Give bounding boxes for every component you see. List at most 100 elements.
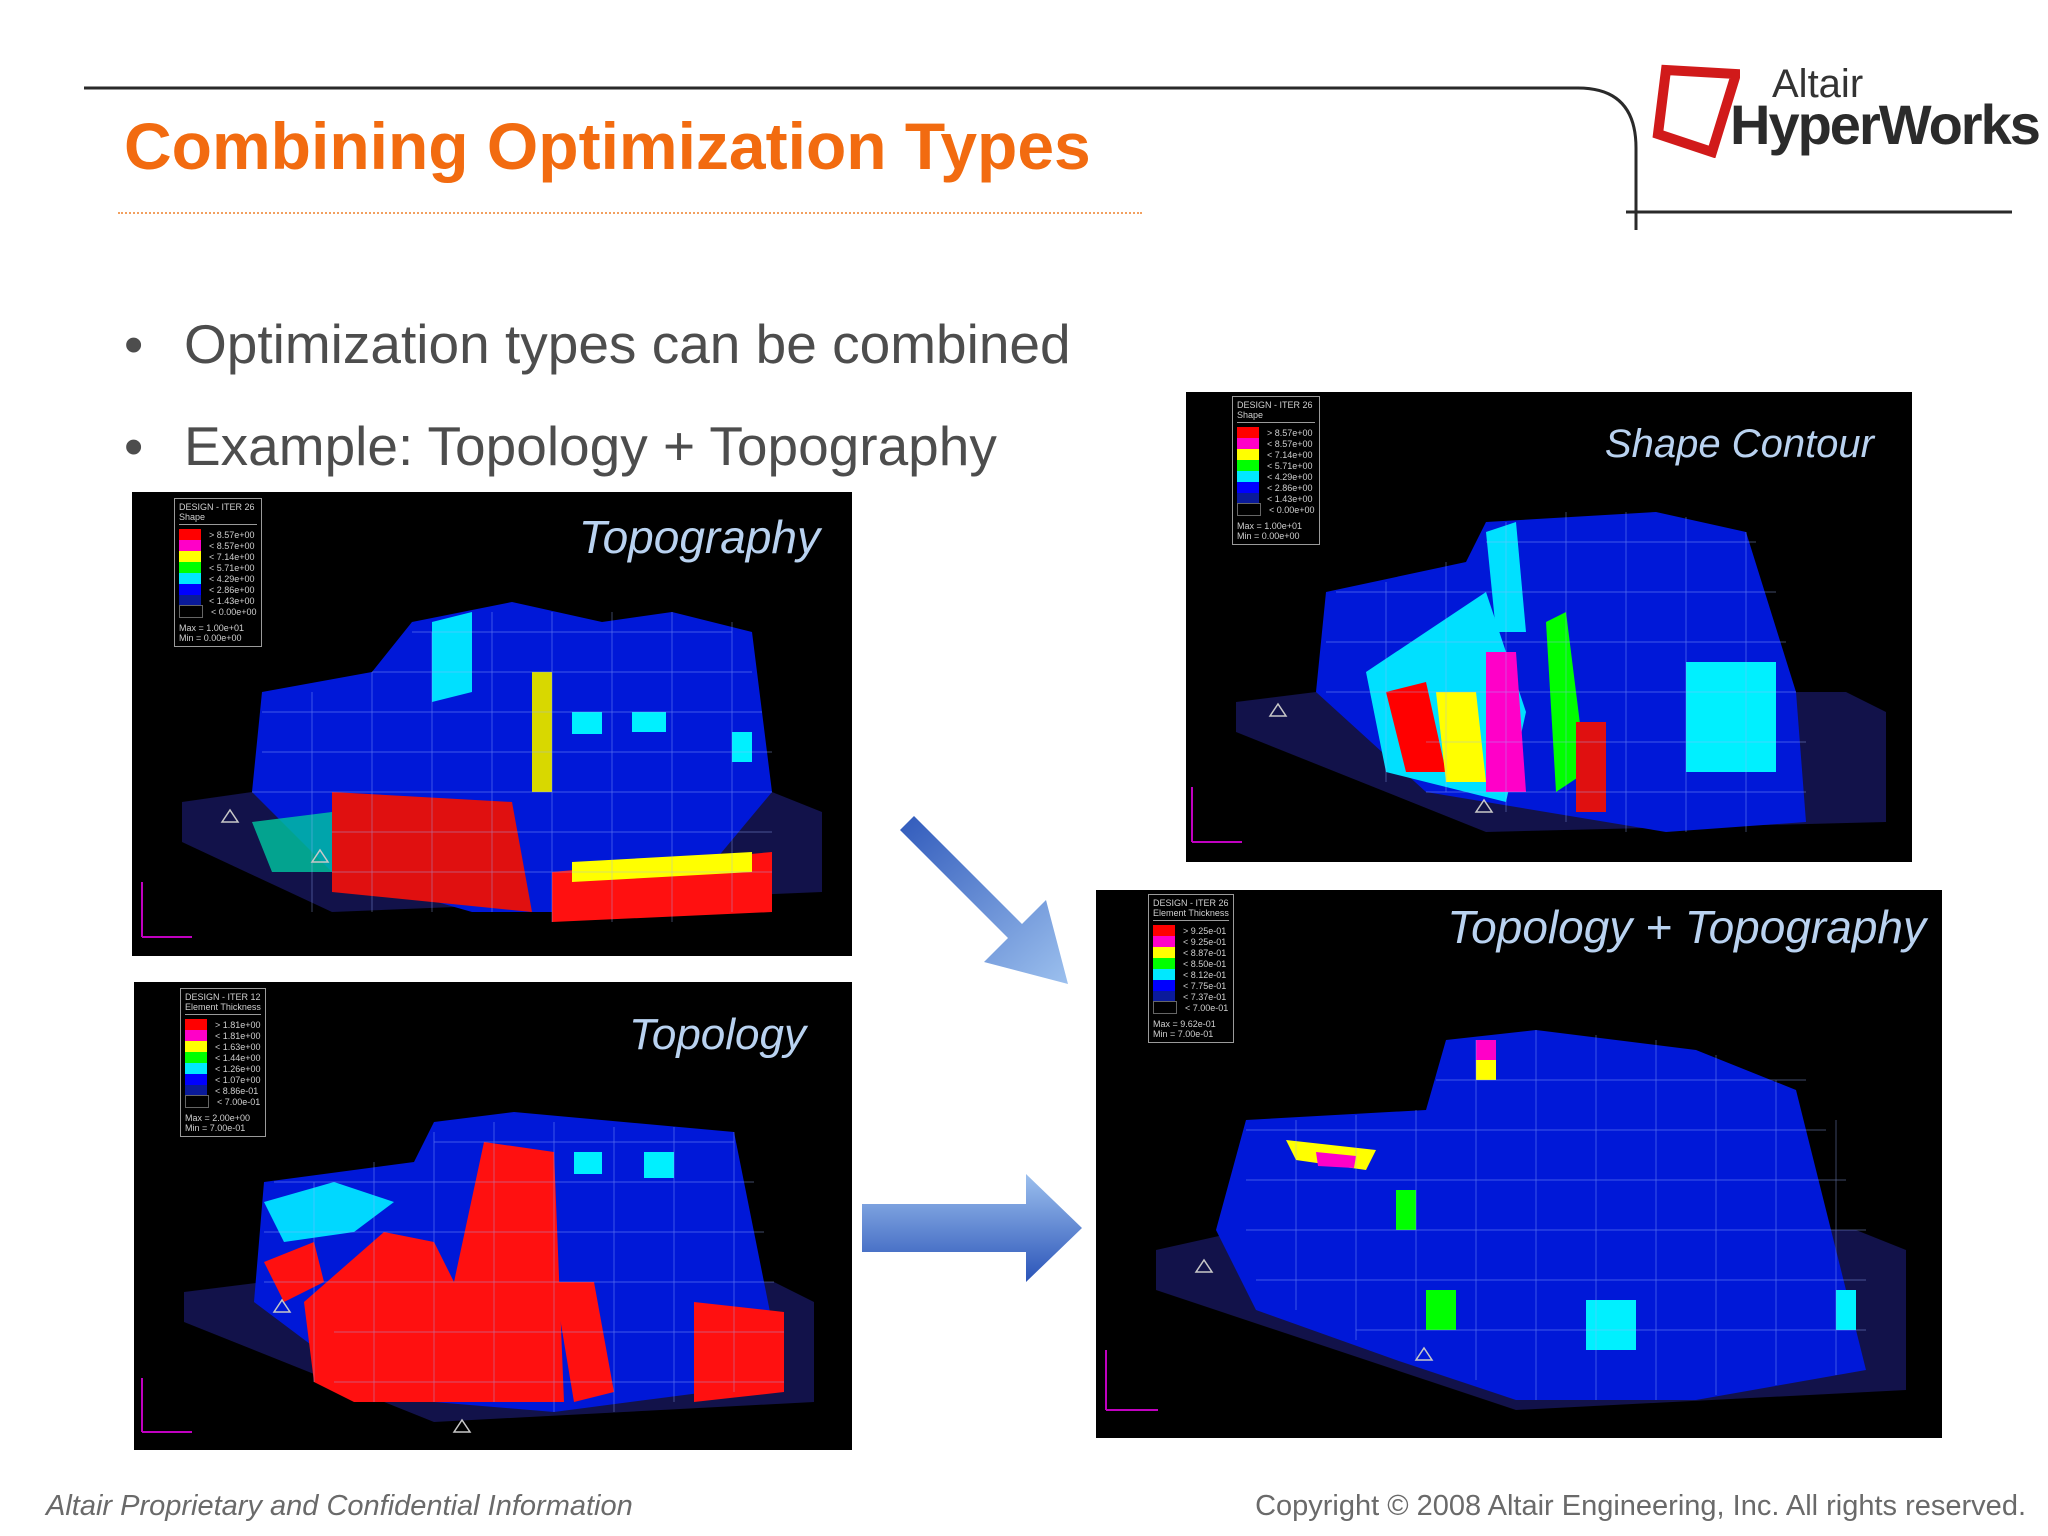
legend-subtitle: Shape	[179, 512, 206, 522]
topology-panel: Topology DESIGN - ITER 12 Element Thickne…	[134, 982, 852, 1450]
legend-max: Max = 1.00e+01	[179, 623, 245, 633]
legend-value: < 8.86e-01	[215, 1085, 259, 1096]
legend-value: < 4.29e+00	[1267, 471, 1313, 482]
bullet-item: • Example: Topology + Topography	[124, 414, 997, 478]
legend-row: < 8.57e+00	[179, 540, 257, 551]
combined-mesh-render	[1105, 1030, 1906, 1411]
legend-subtitle: Element Thickness	[1153, 908, 1229, 918]
shape-contour-panel: Shape Contour DESIGN - ITER 26 Shape > 8.…	[1186, 392, 1912, 862]
legend-value: < 4.29e+00	[209, 573, 255, 584]
legend-value: < 8.50e-01	[1183, 958, 1227, 969]
legend-value: < 8.12e-01	[1183, 969, 1227, 980]
legend-row: < 2.86e+00	[1237, 482, 1315, 493]
legend-value: < 9.25e-01	[1183, 936, 1227, 947]
legend-row: < 1.44e+00	[185, 1052, 261, 1063]
legend-row: < 7.00e-01	[1153, 1001, 1229, 1014]
legend-value: < 7.37e-01	[1183, 991, 1227, 1002]
combined-panel: Topology + Topography DESIGN - ITER 26 El…	[1096, 890, 1942, 1438]
legend-value: < 0.00e+00	[211, 606, 257, 617]
legend-row: < 7.00e-01	[185, 1095, 261, 1108]
topography-label: Topography	[578, 511, 820, 563]
legend-max: Max = 2.00e+00	[185, 1113, 251, 1123]
legend-value: > 9.25e-01	[1183, 925, 1227, 936]
legend-row: < 8.12e-01	[1153, 969, 1229, 980]
legend-value: < 1.81e+00	[215, 1030, 261, 1041]
legend-title: DESIGN - ITER 26	[179, 502, 255, 512]
legend-value: < 2.86e+00	[1267, 482, 1313, 493]
legend-row: < 1.26e+00	[185, 1063, 261, 1074]
legend-header: DESIGN - ITER 26 Element Thickness	[1153, 898, 1229, 921]
legend-header: DESIGN - ITER 26 Shape	[179, 502, 257, 525]
legend-row: > 9.25e-01	[1153, 925, 1229, 936]
bullet-text: Example: Topology + Topography	[184, 415, 997, 477]
bullet-marker: •	[124, 415, 144, 477]
legend-value: < 1.63e+00	[215, 1041, 261, 1052]
legend-value: < 8.57e+00	[209, 540, 255, 551]
legend-value: < 8.57e+00	[1267, 438, 1313, 449]
legend-row: < 0.00e+00	[1237, 503, 1315, 516]
legend-subtitle: Element Thickness	[185, 1002, 261, 1012]
title-underline	[118, 212, 1142, 214]
footer-copyright: Copyright © 2008 Altair Engineering, Inc…	[1255, 1490, 2026, 1522]
legend-value: < 7.14e+00	[1267, 449, 1313, 460]
legend-value: < 1.43e+00	[209, 595, 255, 606]
legend-value: < 1.07e+00	[215, 1074, 261, 1085]
topography-legend: DESIGN - ITER 26 Shape > 8.57e+00 < 8.57e…	[174, 498, 262, 647]
legend-row: > 8.57e+00	[1237, 427, 1315, 438]
legend-value: < 2.86e+00	[209, 584, 255, 595]
legend-value: > 8.57e+00	[1267, 427, 1313, 438]
legend-value: < 1.26e+00	[215, 1063, 261, 1074]
legend-row: < 7.14e+00	[179, 551, 257, 562]
bullet-item: • Optimization types can be combined	[124, 312, 1071, 376]
legend-header: DESIGN - ITER 12 Element Thickness	[185, 992, 261, 1015]
legend-row: < 7.75e-01	[1153, 980, 1229, 991]
legend-row: > 8.57e+00	[179, 529, 257, 540]
topology-label: Topology	[629, 1010, 806, 1059]
legend-value: < 0.00e+00	[1269, 504, 1315, 515]
legend-header: DESIGN - ITER 26 Shape	[1237, 400, 1315, 423]
legend-row: < 1.63e+00	[185, 1041, 261, 1052]
legend-value: < 7.00e-01	[1185, 1002, 1229, 1013]
legend-row: < 5.71e+00	[1237, 460, 1315, 471]
legend-value: < 7.00e-01	[217, 1096, 261, 1107]
legend-row: < 8.57e+00	[1237, 438, 1315, 449]
legend-row: < 7.37e-01	[1153, 991, 1229, 1002]
legend-row: < 4.29e+00	[179, 573, 257, 584]
right-arrow-icon	[862, 1174, 1082, 1282]
legend-min: Min = 0.00e+00	[1237, 531, 1300, 541]
legend-value: < 7.14e+00	[209, 551, 255, 562]
legend-value: < 8.87e-01	[1183, 947, 1227, 958]
legend-row: < 8.87e-01	[1153, 947, 1229, 958]
legend-row: < 7.14e+00	[1237, 449, 1315, 460]
legend-row: < 4.29e+00	[1237, 471, 1315, 482]
shape-contour-label: Shape Contour	[1604, 422, 1874, 466]
legend-row: < 2.86e+00	[179, 584, 257, 595]
legend-row: > 1.81e+00	[185, 1019, 261, 1030]
topology-legend: DESIGN - ITER 12 Element Thickness > 1.81…	[180, 988, 266, 1137]
header-line	[84, 86, 2012, 230]
legend-title: DESIGN - ITER 12	[185, 992, 261, 1002]
legend-row: < 1.81e+00	[185, 1030, 261, 1041]
legend-min: Min = 7.00e-01	[1153, 1029, 1214, 1039]
legend-subtitle: Shape	[1237, 410, 1264, 420]
legend-row: < 8.50e-01	[1153, 958, 1229, 969]
legend-value: < 7.75e-01	[1183, 980, 1227, 991]
shape-contour-legend: DESIGN - ITER 26 Shape > 8.57e+00 < 8.57e…	[1232, 396, 1320, 545]
legend-min: Min = 7.00e-01	[185, 1123, 246, 1133]
legend-value: > 1.81e+00	[215, 1019, 261, 1030]
combined-legend: DESIGN - ITER 26 Element Thickness > 9.25…	[1148, 894, 1234, 1043]
legend-max: Max = 1.00e+01	[1237, 521, 1303, 531]
legend-row: < 9.25e-01	[1153, 936, 1229, 947]
footer-confidential: Altair Proprietary and Confidential Info…	[46, 1490, 633, 1522]
legend-title: DESIGN - ITER 26	[1153, 898, 1229, 908]
legend-row: < 8.86e-01	[185, 1085, 261, 1096]
legend-row: < 1.07e+00	[185, 1074, 261, 1085]
legend-row: < 1.43e+00	[1237, 493, 1315, 504]
topography-mesh-render	[141, 602, 822, 938]
legend-row: < 5.71e+00	[179, 562, 257, 573]
legend-row: < 1.43e+00	[179, 595, 257, 606]
legend-row: < 0.00e+00	[179, 605, 257, 618]
combined-label: Topology + Topography	[1447, 901, 1926, 953]
legend-value: < 5.71e+00	[209, 562, 255, 573]
altair-logo-icon	[1652, 64, 1740, 158]
